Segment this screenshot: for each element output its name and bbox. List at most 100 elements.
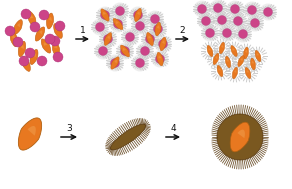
Ellipse shape (110, 124, 145, 150)
Text: 4: 4 (170, 124, 176, 133)
Polygon shape (54, 24, 62, 38)
Circle shape (110, 59, 119, 67)
Circle shape (30, 22, 40, 32)
Circle shape (45, 34, 55, 44)
Polygon shape (113, 18, 123, 30)
Polygon shape (24, 60, 27, 64)
Polygon shape (116, 21, 119, 24)
Circle shape (142, 30, 159, 47)
Polygon shape (135, 8, 141, 22)
Circle shape (223, 29, 232, 37)
Circle shape (21, 9, 31, 19)
Circle shape (110, 15, 126, 33)
Polygon shape (230, 122, 250, 152)
Polygon shape (219, 42, 225, 54)
Circle shape (152, 50, 168, 67)
Polygon shape (246, 70, 249, 73)
Circle shape (234, 16, 242, 26)
Circle shape (95, 22, 105, 32)
Circle shape (213, 12, 230, 29)
Polygon shape (101, 9, 109, 21)
Polygon shape (54, 45, 58, 48)
Polygon shape (44, 43, 47, 46)
Polygon shape (147, 32, 153, 46)
Circle shape (103, 35, 112, 43)
Polygon shape (148, 36, 151, 38)
Circle shape (194, 1, 211, 18)
Circle shape (116, 6, 124, 15)
Circle shape (136, 43, 154, 60)
Circle shape (114, 19, 123, 29)
Polygon shape (157, 52, 163, 66)
Circle shape (50, 36, 60, 46)
Polygon shape (123, 48, 126, 51)
Polygon shape (238, 56, 244, 67)
Polygon shape (33, 53, 36, 57)
Circle shape (107, 54, 124, 71)
Polygon shape (18, 41, 26, 57)
Polygon shape (56, 27, 59, 31)
Circle shape (37, 56, 47, 66)
Polygon shape (18, 118, 42, 150)
Polygon shape (231, 46, 237, 57)
Polygon shape (232, 67, 238, 79)
Circle shape (150, 20, 166, 37)
Polygon shape (49, 17, 52, 21)
Polygon shape (53, 41, 60, 57)
Circle shape (218, 15, 227, 25)
Polygon shape (114, 60, 117, 64)
Circle shape (133, 11, 142, 19)
Circle shape (13, 37, 23, 47)
Circle shape (218, 25, 236, 42)
Circle shape (25, 48, 35, 58)
Circle shape (135, 22, 145, 30)
Circle shape (55, 21, 65, 31)
Polygon shape (111, 57, 119, 69)
Circle shape (100, 30, 117, 47)
Polygon shape (232, 48, 235, 51)
Polygon shape (207, 45, 213, 57)
Circle shape (95, 43, 112, 60)
Polygon shape (237, 130, 245, 138)
Polygon shape (257, 53, 259, 56)
Circle shape (117, 43, 133, 60)
Polygon shape (159, 56, 161, 58)
Polygon shape (30, 50, 38, 65)
Circle shape (147, 11, 164, 28)
Circle shape (91, 19, 109, 36)
Circle shape (131, 54, 149, 71)
Polygon shape (137, 12, 140, 15)
Polygon shape (30, 15, 34, 18)
Circle shape (96, 6, 114, 23)
Polygon shape (217, 65, 223, 77)
Circle shape (201, 25, 218, 42)
Circle shape (112, 2, 128, 19)
Circle shape (251, 19, 260, 28)
Circle shape (140, 46, 150, 56)
Circle shape (154, 36, 171, 53)
Polygon shape (251, 58, 256, 70)
Polygon shape (41, 39, 51, 53)
Circle shape (206, 29, 215, 37)
Polygon shape (21, 45, 24, 49)
Polygon shape (121, 45, 129, 57)
Circle shape (156, 54, 164, 64)
Circle shape (227, 1, 244, 18)
Polygon shape (255, 50, 261, 62)
Polygon shape (107, 36, 110, 39)
Text: 1: 1 (80, 26, 85, 35)
Circle shape (5, 26, 15, 36)
Polygon shape (10, 31, 18, 47)
Polygon shape (12, 35, 15, 38)
Circle shape (126, 33, 135, 42)
Circle shape (239, 29, 248, 39)
Polygon shape (225, 56, 231, 68)
Circle shape (135, 59, 145, 67)
Ellipse shape (217, 114, 263, 160)
Circle shape (131, 18, 149, 35)
Text: 2: 2 (180, 26, 185, 35)
Circle shape (201, 16, 211, 26)
Circle shape (19, 56, 29, 66)
Circle shape (234, 26, 251, 43)
Polygon shape (28, 11, 36, 27)
